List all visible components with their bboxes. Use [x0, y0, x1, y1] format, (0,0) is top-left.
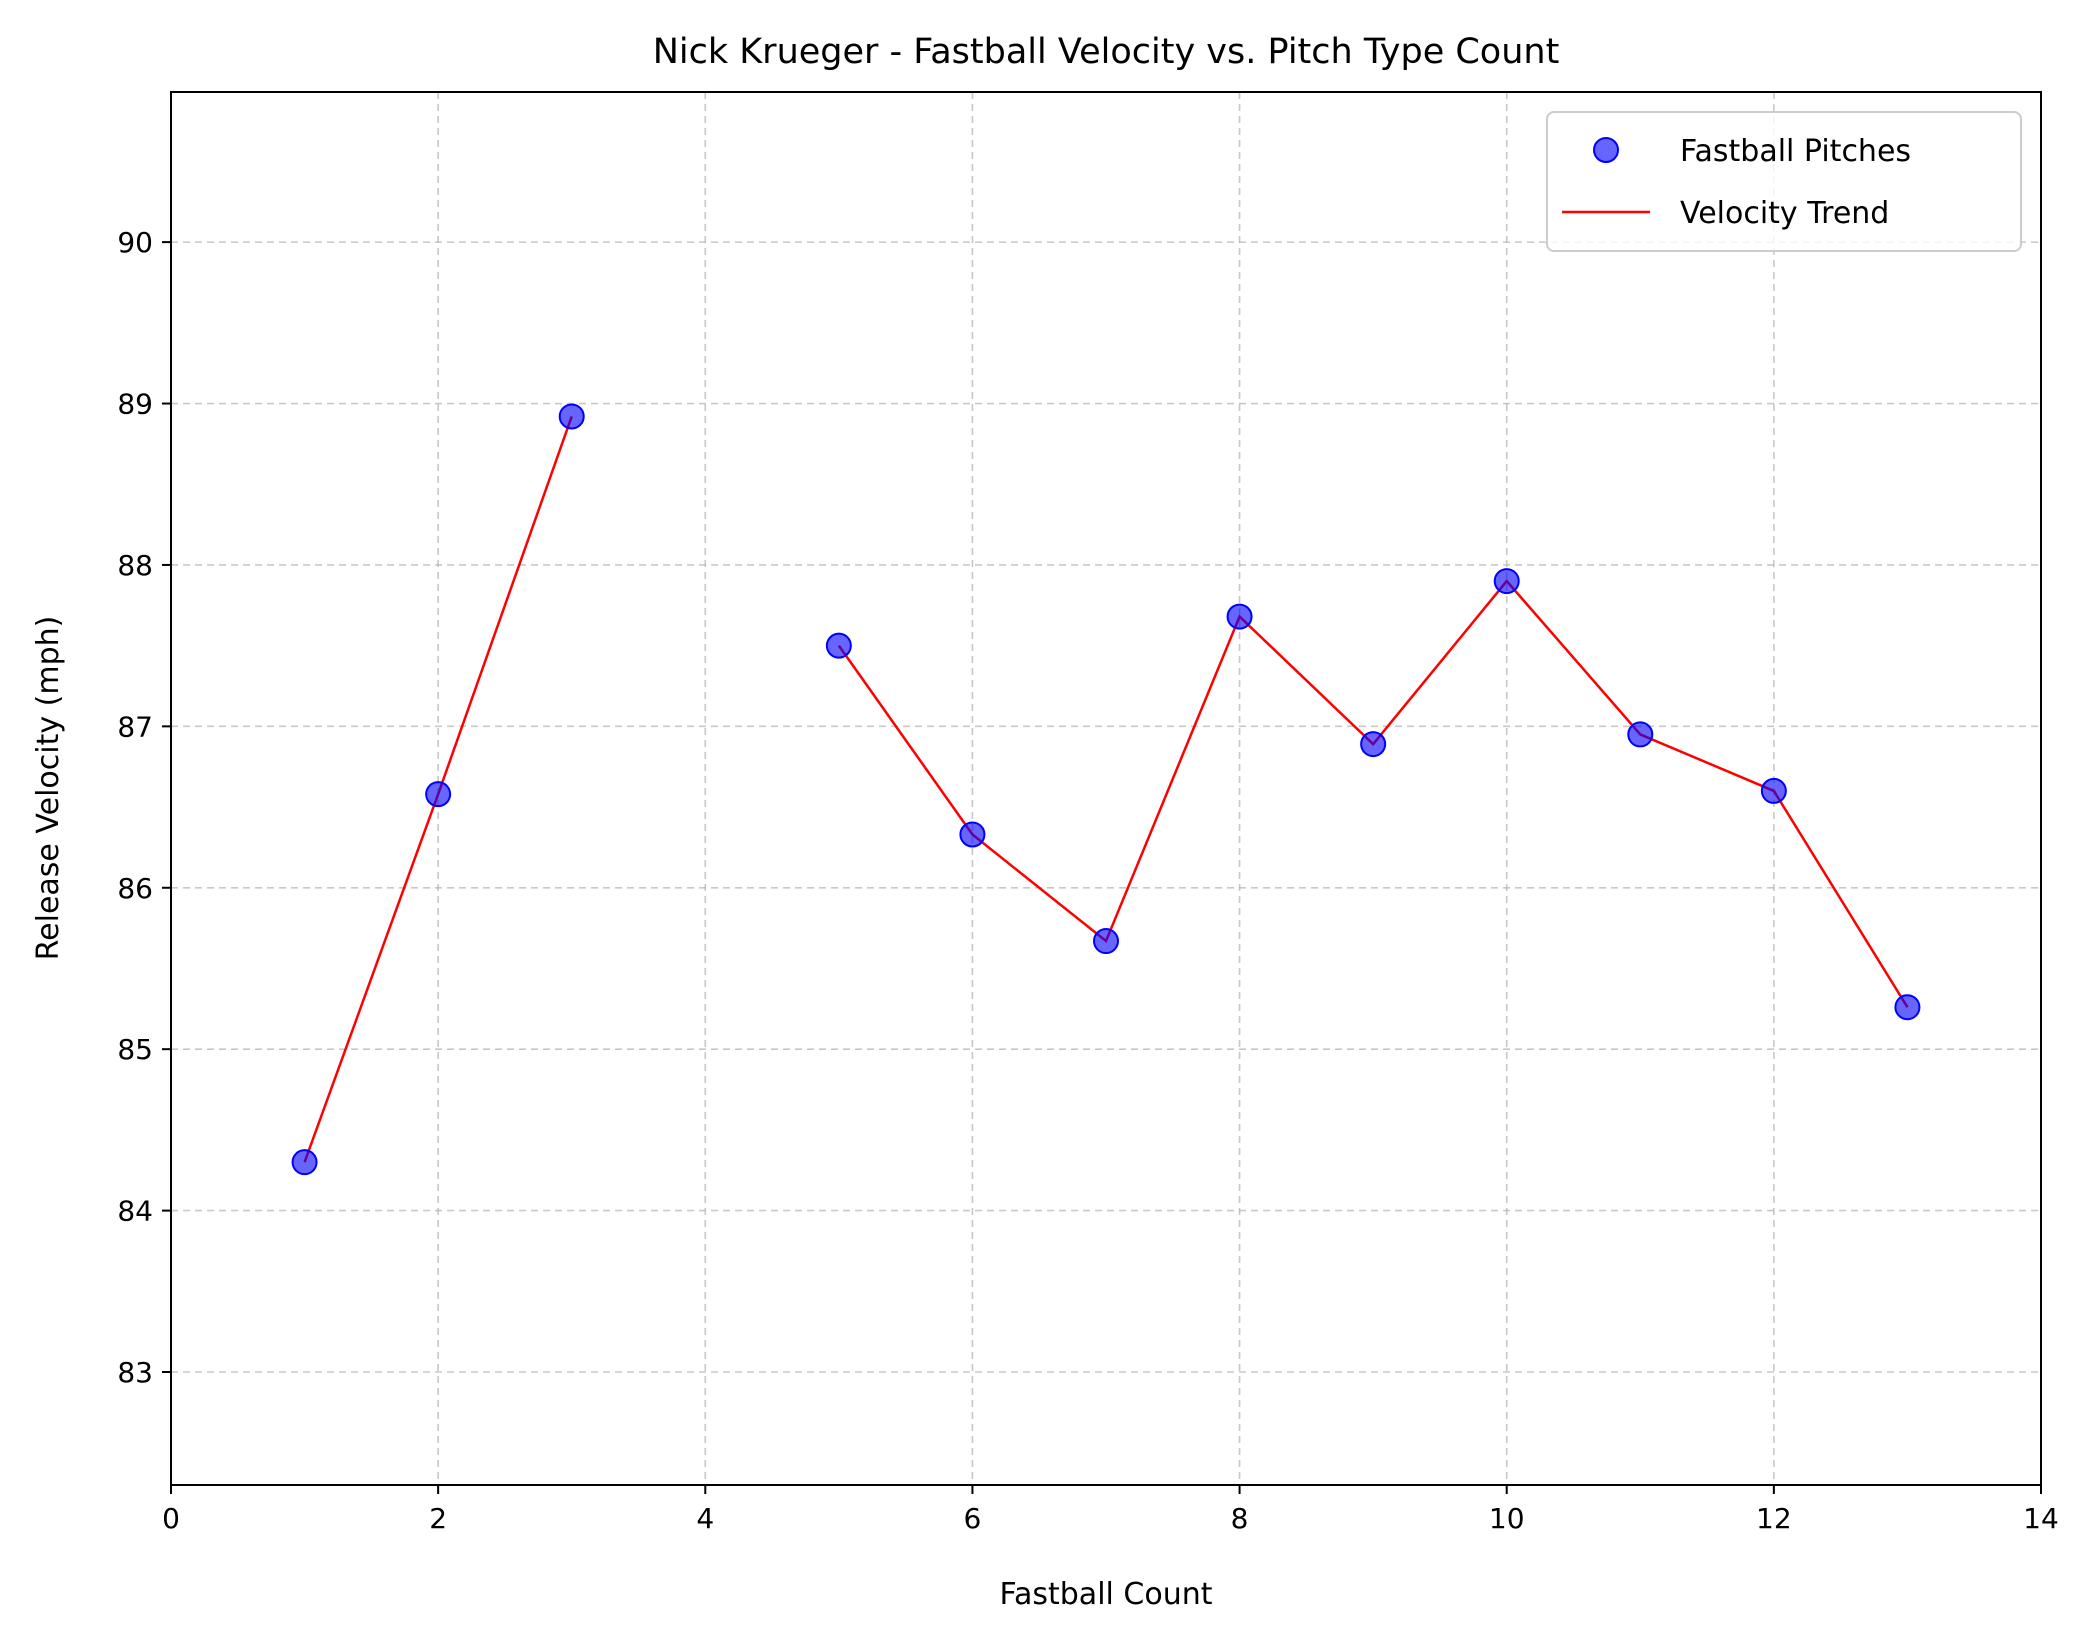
- x-tick-label: 2: [429, 1502, 447, 1535]
- y-tick-label: 88: [117, 549, 153, 582]
- fastball-pitch-point: [1493, 568, 1520, 595]
- axis-ticks: 0 2 4 6 8 10 12 14 83 84 85 86 87 88 89 90: [117, 226, 2058, 1535]
- legend-label-fastball-pitches: Fastball Pitches: [1680, 134, 1911, 169]
- x-tick-label: 14: [2023, 1502, 2059, 1535]
- legend-label-velocity-trend: Velocity Trend: [1680, 196, 1889, 231]
- x-tick-label: 0: [162, 1502, 180, 1535]
- x-tick-label: 8: [1231, 1502, 1249, 1535]
- x-axis-label: Fastball Count: [999, 1577, 1212, 1612]
- y-tick-label: 90: [117, 226, 153, 259]
- y-axis-label: Release Velocity (mph): [31, 616, 66, 961]
- fastball-pitch-point: [1894, 994, 1921, 1021]
- x-tick-label: 12: [1756, 1502, 1792, 1535]
- fastball-pitch-point: [1627, 721, 1654, 748]
- y-tick-label: 84: [117, 1195, 153, 1228]
- fastball-pitch-point: [1760, 777, 1787, 804]
- x-tick-label: 4: [696, 1502, 714, 1535]
- y-tick-label: 87: [117, 710, 153, 743]
- scatter-points: [291, 403, 1921, 1176]
- fastball-pitch-point: [1226, 603, 1253, 630]
- y-tick-label: 85: [117, 1033, 153, 1066]
- chart-title: Nick Krueger - Fastball Velocity vs. Pit…: [653, 32, 1560, 72]
- x-tick-label: 6: [964, 1502, 982, 1535]
- legend-marker-fastball-pitches: [1593, 137, 1619, 163]
- fastball-pitch-point: [425, 781, 452, 808]
- legend-box: [1546, 111, 2022, 252]
- legend: Fastball Pitches Velocity Trend: [1546, 111, 2022, 252]
- fastball-pitch-point: [1093, 928, 1119, 955]
- y-tick-label: 86: [117, 872, 153, 905]
- fastball-pitch-point: [825, 632, 852, 659]
- x-tick-label: 10: [1489, 1502, 1525, 1535]
- y-tick-label: 89: [117, 388, 153, 421]
- fastball-pitch-point: [1360, 731, 1387, 758]
- y-tick-label: 83: [117, 1356, 153, 1389]
- fastball-pitch-point: [959, 821, 986, 848]
- plot-frame: [170, 91, 2042, 1486]
- fastball-pitch-point: [291, 1149, 318, 1176]
- fastball-pitch-point: [558, 403, 585, 430]
